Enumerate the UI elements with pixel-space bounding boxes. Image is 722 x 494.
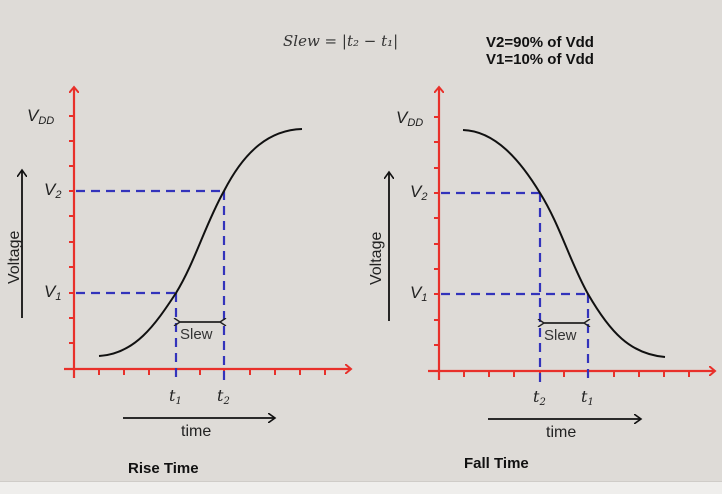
rise-time-label: time [181, 423, 212, 440]
rise-voltage-label: Voltage [6, 230, 23, 284]
rise-guide-lines [76, 189, 226, 382]
fall-curve [462, 129, 666, 358]
note-v1: V1=10% of Vdd [486, 51, 594, 68]
diagram-canvas: Slew = |t₂ − t₁| V2=90% of Vdd V1=10% of… [0, 0, 722, 481]
fall-slew-label: Slew [544, 327, 577, 344]
fall-time-title: Fall Time [464, 455, 529, 472]
diagram-graphics [0, 0, 722, 481]
fall-vdd-label: VDD [396, 108, 424, 129]
rise-v2-label: V2 [44, 180, 62, 201]
fall-chart [389, 88, 714, 419]
rise-slew-label: Slew [180, 326, 213, 343]
fall-v1-label: V1 [410, 283, 428, 304]
fall-t1-label: t1 [581, 387, 594, 408]
rise-time-title: Rise Time [128, 460, 199, 477]
rise-v1-label: V1 [44, 282, 62, 303]
rise-curve [98, 128, 303, 357]
fall-v2-label: V2 [410, 182, 428, 203]
rise-y-ticks [69, 115, 74, 344]
rise-chart [22, 88, 350, 418]
rise-t2-label: t2 [217, 386, 230, 407]
note-v2: V2=90% of Vdd [486, 34, 594, 51]
fall-y-ticks [434, 116, 439, 346]
footer-band [0, 481, 722, 494]
fall-voltage-label: Voltage [368, 231, 385, 285]
fall-t2-label: t2 [533, 387, 546, 408]
fall-time-label: time [546, 424, 577, 441]
rise-vdd-label: VDD [27, 106, 55, 127]
rise-t1-label: t1 [169, 386, 182, 407]
fall-guide-lines [441, 191, 590, 384]
slew-formula: Slew = |t₂ − t₁| [283, 32, 399, 50]
